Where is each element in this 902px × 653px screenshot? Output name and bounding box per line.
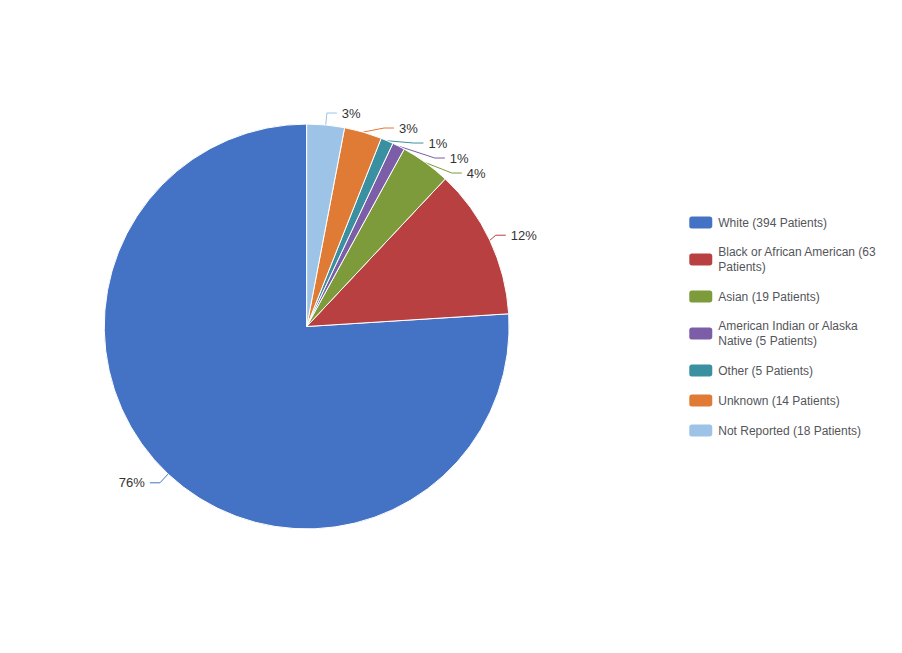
svg-text:Unknown (14 Patients): Unknown (14 Patients): [718, 394, 839, 408]
svg-text:Asian (19 Patients): Asian (19 Patients): [718, 290, 819, 304]
svg-text:3%: 3%: [342, 106, 361, 121]
svg-text:Patients): Patients): [718, 260, 765, 274]
svg-text:White (394 Patients): White (394 Patients): [718, 216, 827, 230]
svg-text:4%: 4%: [467, 166, 486, 181]
svg-text:3%: 3%: [399, 121, 418, 136]
svg-text:Black or African American (63: Black or African American (63: [718, 245, 876, 259]
svg-text:1%: 1%: [450, 151, 469, 166]
svg-text:Not Reported (18 Patients): Not Reported (18 Patients): [718, 424, 861, 438]
svg-text:1%: 1%: [428, 136, 447, 151]
svg-text:76%: 76%: [119, 475, 145, 490]
svg-text:12%: 12%: [511, 228, 537, 243]
svg-text:Native (5 Patients): Native (5 Patients): [718, 334, 817, 348]
svg-text:Other (5 Patients): Other (5 Patients): [718, 364, 813, 378]
svg-text:American Indian or Alaska: American Indian or Alaska: [718, 319, 858, 333]
